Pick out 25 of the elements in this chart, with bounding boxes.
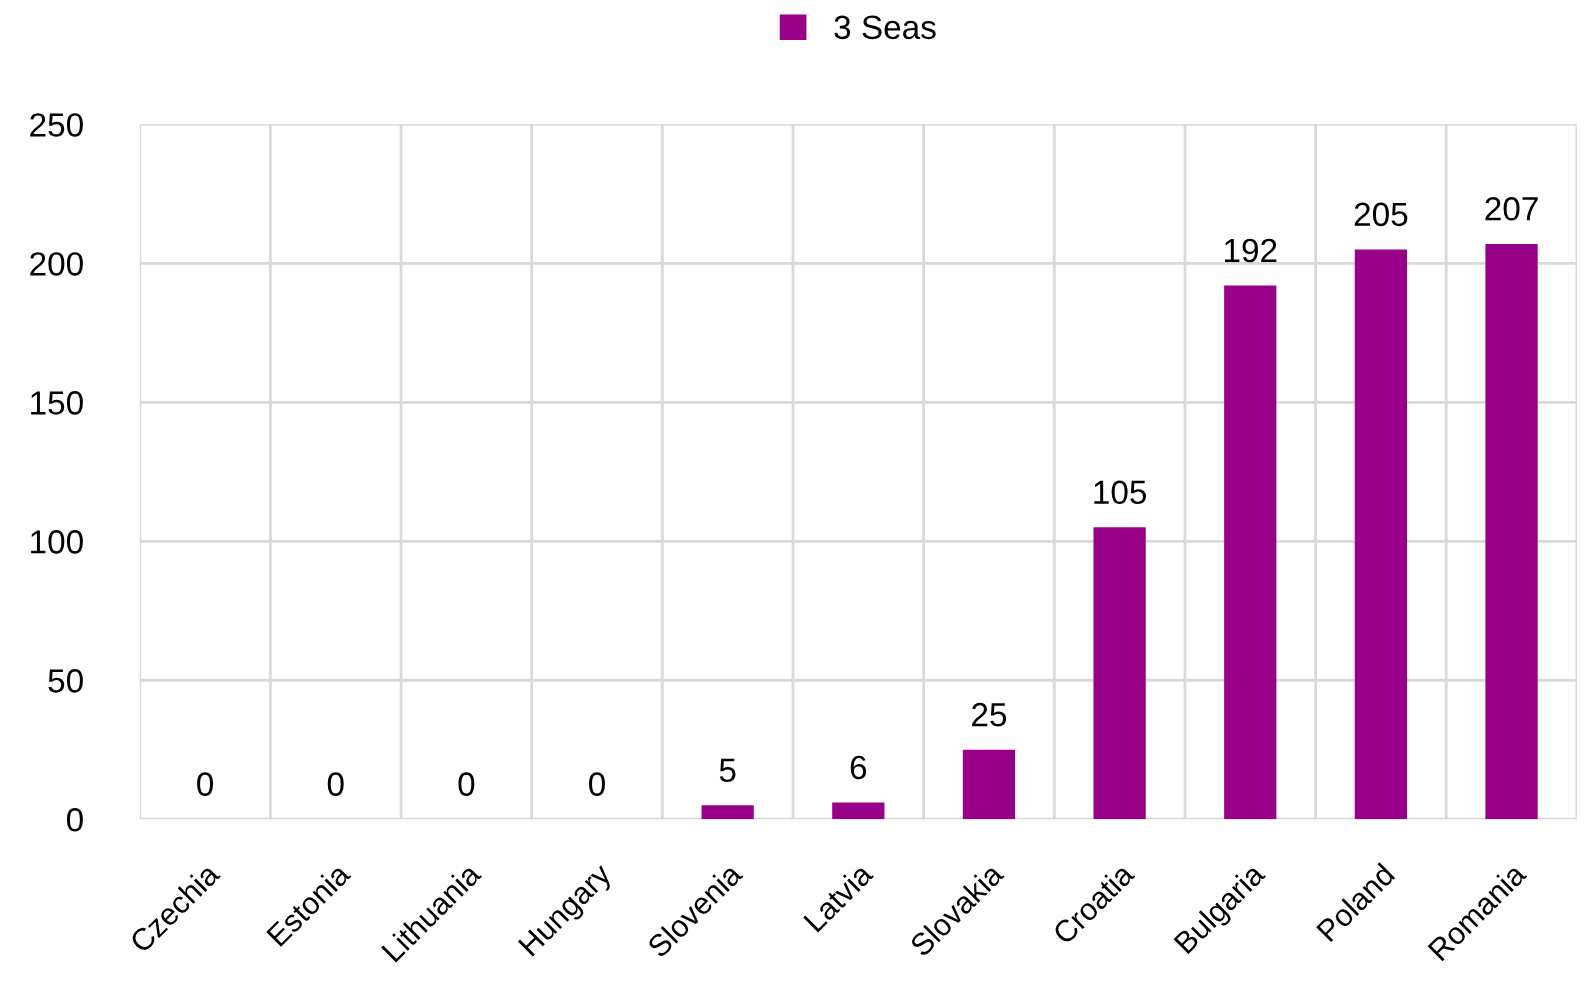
bar — [1354, 249, 1408, 820]
bar — [1224, 285, 1277, 820]
y-tick-label: 50 — [48, 669, 83, 693]
bar — [832, 802, 885, 820]
y-tick-label: 200 — [30, 252, 83, 276]
data-label: 0 — [589, 772, 605, 796]
data-label: 5 — [719, 758, 736, 783]
y-tick-label: 250 — [30, 113, 83, 137]
bar — [1093, 527, 1146, 820]
data-label: 207 — [1485, 197, 1538, 221]
data-label: 6 — [850, 755, 867, 780]
y-tick-label: 150 — [31, 391, 83, 415]
data-label: 192 — [1225, 238, 1277, 263]
data-label: 105 — [1094, 480, 1147, 505]
data-label: 0 — [327, 772, 344, 796]
y-tick-label: 100 — [31, 530, 83, 554]
y-tick-label: 0 — [66, 808, 83, 832]
bar — [1485, 243, 1538, 820]
bar — [701, 805, 754, 820]
data-label: 205 — [1354, 202, 1408, 227]
bar — [962, 749, 1016, 820]
data-label: 0 — [458, 772, 475, 796]
data-label: 25 — [972, 702, 1007, 727]
data-label: 0 — [197, 772, 214, 796]
legend-label: 3 Seas — [834, 15, 936, 40]
